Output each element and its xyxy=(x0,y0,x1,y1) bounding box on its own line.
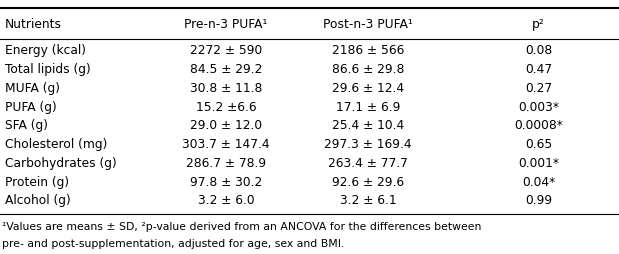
Text: 2272 ± 590: 2272 ± 590 xyxy=(190,44,262,57)
Text: 86.6 ± 29.8: 86.6 ± 29.8 xyxy=(332,63,404,76)
Text: Post-n-3 PUFA¹: Post-n-3 PUFA¹ xyxy=(324,18,413,30)
Text: 92.6 ± 29.6: 92.6 ± 29.6 xyxy=(332,175,404,188)
Text: 0.04*: 0.04* xyxy=(522,175,555,188)
Text: SFA (g): SFA (g) xyxy=(5,119,48,132)
Text: 0.99: 0.99 xyxy=(525,194,552,207)
Text: 25.4 ± 10.4: 25.4 ± 10.4 xyxy=(332,119,404,132)
Text: 84.5 ± 29.2: 84.5 ± 29.2 xyxy=(190,63,262,76)
Text: 17.1 ± 6.9: 17.1 ± 6.9 xyxy=(336,100,400,113)
Text: Protein (g): Protein (g) xyxy=(5,175,69,188)
Text: 97.8 ± 30.2: 97.8 ± 30.2 xyxy=(190,175,262,188)
Text: 303.7 ± 147.4: 303.7 ± 147.4 xyxy=(182,138,270,151)
Text: Energy (kcal): Energy (kcal) xyxy=(5,44,86,57)
Text: 3.2 ± 6.0: 3.2 ± 6.0 xyxy=(197,194,254,207)
Text: 297.3 ± 169.4: 297.3 ± 169.4 xyxy=(324,138,412,151)
Text: 0.47: 0.47 xyxy=(525,63,552,76)
Text: 29.6 ± 12.4: 29.6 ± 12.4 xyxy=(332,82,404,94)
Text: Cholesterol (mg): Cholesterol (mg) xyxy=(5,138,107,151)
Text: Nutrients: Nutrients xyxy=(5,18,62,30)
Text: p²: p² xyxy=(532,18,545,30)
Text: 263.4 ± 77.7: 263.4 ± 77.7 xyxy=(328,156,409,169)
Text: Total lipids (g): Total lipids (g) xyxy=(5,63,91,76)
Text: 0.65: 0.65 xyxy=(525,138,552,151)
Text: 0.0008*: 0.0008* xyxy=(514,119,563,132)
Text: 29.0 ± 12.0: 29.0 ± 12.0 xyxy=(190,119,262,132)
Text: 15.2 ±6.6: 15.2 ±6.6 xyxy=(196,100,256,113)
Text: Carbohydrates (g): Carbohydrates (g) xyxy=(5,156,117,169)
Text: 0.27: 0.27 xyxy=(525,82,552,94)
Text: 30.8 ± 11.8: 30.8 ± 11.8 xyxy=(190,82,262,94)
Text: 0.001*: 0.001* xyxy=(518,156,559,169)
Text: Pre-n-3 PUFA¹: Pre-n-3 PUFA¹ xyxy=(184,18,267,30)
Text: ¹Values are means ± SD, ²p-value derived from an ANCOVA for the differences betw: ¹Values are means ± SD, ²p-value derived… xyxy=(2,221,481,232)
Text: MUFA (g): MUFA (g) xyxy=(5,82,60,94)
Text: 286.7 ± 78.9: 286.7 ± 78.9 xyxy=(186,156,266,169)
Text: Alcohol (g): Alcohol (g) xyxy=(5,194,71,207)
Text: pre- and post-supplementation, adjusted for age, sex and BMI.: pre- and post-supplementation, adjusted … xyxy=(2,238,344,248)
Text: 0.003*: 0.003* xyxy=(518,100,559,113)
Text: 2186 ± 566: 2186 ± 566 xyxy=(332,44,404,57)
Text: PUFA (g): PUFA (g) xyxy=(5,100,57,113)
Text: 3.2 ± 6.1: 3.2 ± 6.1 xyxy=(340,194,397,207)
Text: 0.08: 0.08 xyxy=(525,44,552,57)
